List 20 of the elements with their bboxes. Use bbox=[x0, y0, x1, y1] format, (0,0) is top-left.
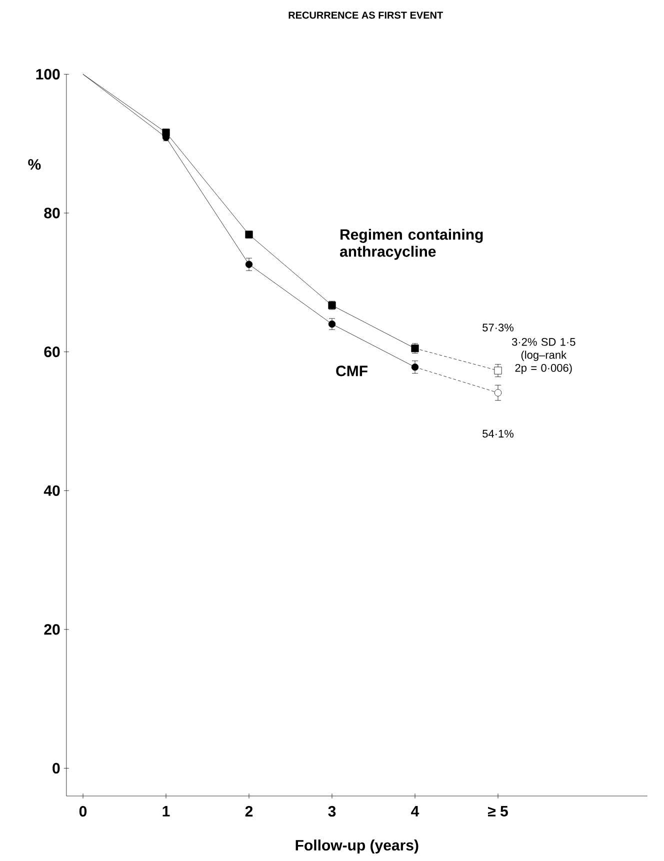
y-tick-label: 100 bbox=[36, 68, 60, 80]
x-tick-label: 1 bbox=[162, 806, 170, 816]
x-tick-label: 0 bbox=[79, 806, 87, 817]
y-tick-label: 20 bbox=[44, 624, 60, 635]
y-tick-label: 60 bbox=[44, 346, 60, 358]
text: Regimen containing anthracycline bbox=[340, 228, 483, 260]
x-tick-label: 3 bbox=[328, 806, 336, 817]
y-axis-title: % bbox=[28, 159, 41, 170]
x-tick-label: ≥ 5 bbox=[488, 806, 508, 816]
series-label: CMF bbox=[336, 366, 368, 376]
chart-title: RECURRENCE AS FIRST EVENT bbox=[288, 12, 443, 19]
y-tick-label: 40 bbox=[44, 485, 60, 496]
x-tick-label: 4 bbox=[411, 806, 420, 816]
annotation: 54·1% bbox=[482, 430, 514, 438]
y-tick-label: 0 bbox=[52, 762, 60, 774]
annotation: 57·3% bbox=[482, 324, 514, 332]
x-axis-title: Follow-up (years) bbox=[296, 840, 418, 854]
annotation: 3·2% SD 1·5 (log–rank 2p = 0·006) bbox=[512, 338, 576, 374]
x-tick-label: 2 bbox=[245, 806, 253, 817]
y-tick-label: 80 bbox=[44, 208, 60, 218]
